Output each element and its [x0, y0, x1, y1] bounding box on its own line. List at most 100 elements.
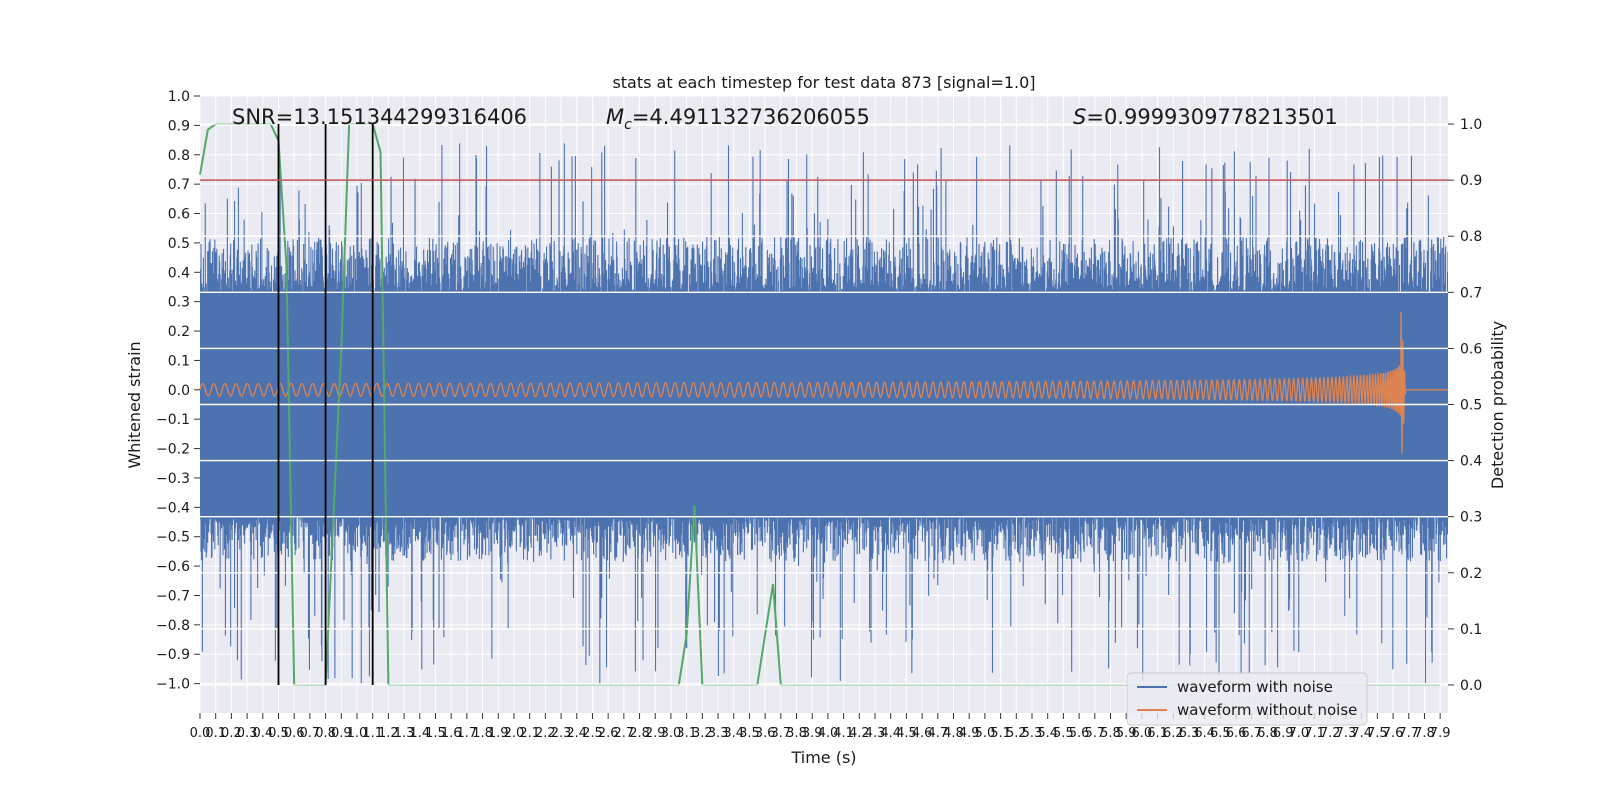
y2-tick-label: 0.7: [1460, 285, 1482, 301]
x-tick-label: 5.1: [990, 726, 1011, 741]
y-tick-label: −0.4: [156, 500, 190, 516]
x-tick-label: 1.1: [362, 726, 383, 741]
x-tick-label: 1.2: [378, 726, 399, 741]
y-tick-label: 0.6: [168, 207, 190, 223]
x-tick-label: 6.3: [1179, 726, 1200, 741]
x-tick-label: 2.9: [645, 726, 666, 741]
legend-box: [1126, 672, 1368, 726]
x-tick-label: 6.4: [1194, 726, 1215, 741]
x-tick-label: 3.3: [708, 726, 729, 741]
y-tick-label: 0.1: [168, 353, 190, 369]
y2-tick-label: 0.2: [1460, 566, 1482, 582]
x-tick-label: 5.8: [1100, 726, 1121, 741]
legend: waveform with noise waveform without noi…: [1126, 672, 1368, 726]
x-tick-label: 1.3: [394, 726, 415, 741]
y2-tick-label: 0.1: [1460, 622, 1482, 638]
x-tick-label: 0.7: [300, 726, 321, 741]
x-tick-label: 2.2: [535, 726, 556, 741]
event-markers: [277, 124, 374, 685]
x-tick-label: 7.1: [1304, 726, 1325, 741]
x-tick-label: 0.1: [205, 726, 226, 741]
chirp-mass-symbol: M: [606, 105, 624, 129]
y-tick-label: 0.3: [168, 295, 190, 311]
x-axis-label: Time (s): [790, 748, 856, 767]
y2-tick-label: 0.8: [1460, 229, 1482, 245]
x-tick-label: 3.4: [723, 726, 744, 741]
legend-label-noise: waveform with noise: [1177, 678, 1333, 696]
y2-tick-label: 0.9: [1460, 173, 1482, 189]
y-tick-label: −0.6: [156, 559, 190, 575]
x-tick-label: 0.3: [237, 726, 258, 741]
y-tick-label: −0.7: [156, 588, 190, 604]
y-axis-label: Whitened strain: [125, 341, 144, 468]
y-tick-label: 0.4: [168, 265, 190, 281]
left-y-axis: −1.0 −0.9 −0.8 −0.7 −0.6 −0.5 −0.4 −0.3 −0.2 −0.1…: [156, 89, 200, 693]
x-tick-label: 7.3: [1336, 726, 1357, 741]
y-tick-label: −0.1: [156, 412, 190, 428]
x-tick-label: 3.9: [802, 726, 823, 741]
x-tick-label: 4.5: [896, 726, 917, 741]
x-tick-label: 1.8: [472, 726, 493, 741]
x-tick-label: 7.0: [1289, 726, 1310, 741]
series-waveform-without-noise: [199, 312, 1448, 454]
x-tick-label: 0.0: [190, 726, 211, 741]
chirp-mass-annotation: Mc=4.491132736206055: [606, 105, 870, 133]
x-tick-label: 0.8: [315, 726, 336, 741]
x-tick-label: 4.8: [943, 726, 964, 741]
x-tick-label: 6.9: [1273, 726, 1294, 741]
x-tick-label: 1.6: [441, 726, 462, 741]
x-tick-label: 3.2: [692, 726, 713, 741]
x-tick-label: 2.0: [504, 726, 525, 741]
x-tick-label: 4.0: [818, 726, 839, 741]
y2-tick-label: 0.0: [1460, 678, 1482, 694]
x-tick-label: 3.7: [770, 726, 791, 741]
x-tick-label: 0.2: [221, 726, 242, 741]
x-tick-label: 2.1: [519, 726, 540, 741]
x-tick-label: 5.2: [1006, 726, 1027, 741]
x-tick-label: 7.4: [1351, 726, 1372, 741]
x-tick-label: 4.3: [865, 726, 886, 741]
y2-tick-label: 1.0: [1460, 117, 1482, 133]
x-tick-label: 4.2: [849, 726, 870, 741]
y-tick-label: −0.9: [156, 647, 190, 663]
right-y-axis: 0.0 0.1 0.2 0.3 0.4 0.5 0.6 0.7 0.8 0.9 1.0: [1448, 117, 1482, 694]
y-tick-label: 0.9: [168, 118, 190, 134]
x-tick-label: 5.4: [1037, 726, 1058, 741]
x-tick-label: 0.6: [284, 726, 305, 741]
chirp-mass-value: =4.491132736206055: [632, 105, 870, 129]
legend-label-clean: waveform without noise: [1177, 701, 1357, 719]
y-tick-label: −0.5: [156, 530, 190, 546]
x-axis: 0.00.10.20.30.40.50.60.70.80.91.01.11.21…: [190, 713, 1451, 741]
x-tick-label: 7.8: [1414, 726, 1435, 741]
x-tick-label: 1.5: [425, 726, 446, 741]
x-tick-label: 6.1: [1147, 726, 1168, 741]
x-tick-label: 7.6: [1383, 726, 1404, 741]
y-tick-label: −0.2: [156, 442, 190, 458]
x-tick-label: 1.7: [457, 726, 478, 741]
y-tick-label: 0.8: [168, 148, 190, 164]
x-tick-label: 1.0: [347, 726, 368, 741]
x-tick-label: 2.4: [566, 726, 587, 741]
y-tick-label: 0.0: [168, 383, 190, 399]
x-tick-label: 2.5: [582, 726, 603, 741]
x-tick-label: 4.1: [833, 726, 854, 741]
x-tick-label: 5.9: [1116, 726, 1137, 741]
x-tick-label: 6.2: [1163, 726, 1184, 741]
chirp-mass-subscript: c: [624, 117, 632, 133]
x-tick-label: 2.6: [598, 726, 619, 741]
y-tick-label: −0.8: [156, 618, 190, 634]
x-tick-label: 2.8: [629, 726, 650, 741]
y2-axis-label: Detection probability: [1488, 321, 1507, 489]
x-tick-label: 7.9: [1430, 726, 1451, 741]
x-tick-label: 3.6: [755, 726, 776, 741]
y-tick-label: 0.7: [168, 177, 190, 193]
y-tick-label: −1.0: [156, 677, 190, 693]
x-tick-label: 3.1: [676, 726, 697, 741]
y-tick-label: −0.3: [156, 471, 190, 487]
y2-tick-label: 0.6: [1460, 341, 1482, 357]
x-tick-label: 7.2: [1320, 726, 1341, 741]
x-tick-label: 3.0: [661, 726, 682, 741]
y-tick-label: 1.0: [168, 89, 190, 105]
snr-annotation: SNR=13.151344299316406: [232, 105, 527, 129]
